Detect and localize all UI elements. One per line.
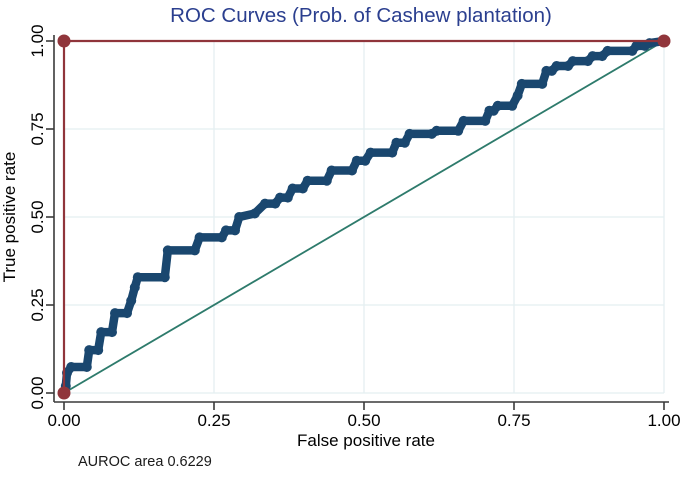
roc-curve-marker — [162, 245, 173, 256]
roc-curve-marker — [194, 232, 205, 243]
roc-curve-marker — [587, 51, 598, 62]
chart-series — [57, 34, 671, 400]
roc-curve-marker — [122, 308, 132, 319]
y-axis-title: True positive rate — [0, 152, 19, 283]
roc-curve-marker — [159, 272, 170, 283]
roc-curve-marker — [107, 327, 117, 338]
x-tick-label: 0.25 — [197, 411, 230, 430]
roc-curve-marker — [230, 225, 240, 236]
x-tick-label: 0.50 — [347, 411, 380, 430]
roc-curve-marker — [399, 137, 410, 148]
perfect-classifier-marker — [57, 386, 71, 400]
roc-curve-marker — [326, 165, 337, 176]
roc-curve-marker — [431, 125, 442, 136]
roc-curve-marker — [129, 282, 140, 293]
roc-curve-marker — [365, 147, 376, 158]
roc-curve-marker — [516, 78, 527, 89]
roc-curve-marker — [260, 198, 270, 209]
perfect-classifier-marker — [657, 34, 671, 48]
roc-curve-marker — [189, 245, 200, 256]
roc-curve-marker — [84, 345, 95, 356]
roc-curve-marker — [492, 100, 503, 111]
roc-curve-marker — [287, 183, 298, 194]
roc-curve-marker — [391, 137, 402, 148]
y-tick-label: 1.00 — [28, 24, 47, 57]
roc-curve-marker — [347, 165, 357, 176]
roc-curve-marker — [458, 115, 469, 126]
roc-curve-marker — [512, 90, 523, 101]
roc-curve-marker — [644, 38, 655, 49]
roc-curve-marker — [110, 308, 120, 319]
roc-curve-marker — [93, 345, 104, 356]
x-tick-label: 1.00 — [647, 411, 680, 430]
roc-curve-marker — [81, 362, 92, 372]
roc-curve-marker — [66, 362, 77, 372]
roc-curve-marker — [126, 295, 137, 306]
roc-curve-marker — [631, 40, 642, 51]
roc-curve-marker — [282, 192, 293, 203]
y-tick-label: 0.75 — [28, 112, 47, 145]
roc-curve-marker — [567, 56, 578, 67]
y-tick-label: 0.25 — [28, 288, 47, 321]
roc-curve-marker — [507, 100, 518, 111]
y-tick-label: 0.00 — [28, 376, 47, 409]
roc-curve-marker — [297, 183, 308, 194]
chart-title: ROC Curves (Prob. of Cashew plantation) — [170, 4, 552, 27]
roc-curve-marker — [221, 225, 231, 236]
perfect-classifier-marker — [57, 34, 71, 48]
y-tick-label: 0.50 — [28, 200, 47, 233]
roc-curve-marker — [351, 155, 362, 166]
x-axis-title: False positive rate — [297, 431, 435, 450]
roc-curve-marker — [480, 115, 491, 126]
roc-curve-marker — [404, 128, 415, 139]
roc-curve-marker — [249, 208, 260, 219]
reference-diagonal-line — [63, 40, 665, 394]
tick-labels: 0.00 0.25 0.50 0.75 1.00 0.00 0.25 0.50 0.75 1.00 — [28, 24, 681, 430]
roc-curve-marker — [360, 155, 371, 166]
roc-curve-marker — [234, 212, 245, 222]
roc-curve-marker — [387, 147, 398, 158]
roc-curve-marker — [321, 175, 332, 186]
axes — [46, 35, 669, 410]
roc-curve-marker — [302, 175, 313, 186]
roc-curve-marker — [453, 125, 464, 136]
x-tick-label: 0.00 — [47, 411, 80, 430]
auroc-annotation: AUROC area 0.6229 — [78, 454, 212, 470]
roc-curve-marker — [551, 61, 562, 71]
roc-curve-marker — [602, 45, 613, 56]
x-tick-label: 0.75 — [497, 411, 530, 430]
roc-curve-marker — [275, 192, 285, 203]
roc-curve-marker — [132, 272, 143, 283]
roc-curve-marker — [537, 78, 548, 89]
roc-curve-marker — [96, 327, 107, 338]
